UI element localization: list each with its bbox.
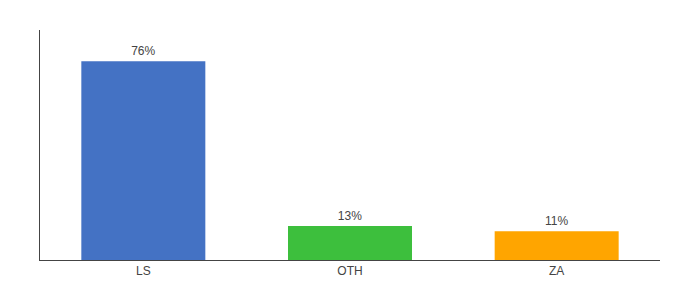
svg-text:OTH: OTH: [337, 264, 362, 278]
svg-text:LS: LS: [136, 264, 151, 278]
svg-text:13%: 13%: [338, 209, 362, 223]
svg-text:76%: 76%: [131, 44, 155, 58]
svg-text:11%: 11%: [545, 214, 568, 228]
svg-text:ZA: ZA: [549, 264, 564, 278]
